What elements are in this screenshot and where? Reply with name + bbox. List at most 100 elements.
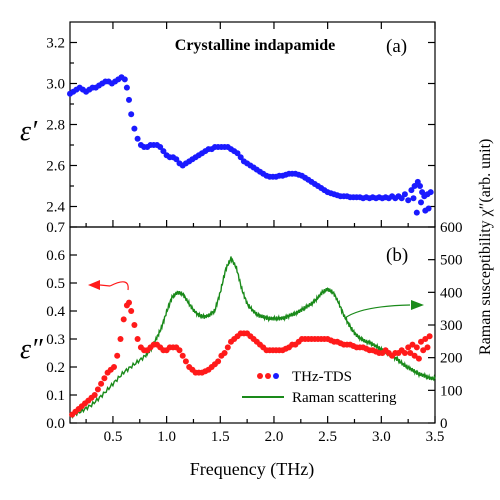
panel-b-thz-point: [114, 352, 121, 359]
panel-b-thz-point: [111, 364, 117, 370]
panel-a-point: [398, 195, 405, 202]
right-axis-arrow: [344, 300, 424, 319]
panel-a-point: [234, 150, 241, 157]
left-axis-arrow: [88, 280, 129, 291]
panel-b-thz-point: [405, 344, 412, 351]
x-axis-label: Frequency (THz): [190, 459, 314, 480]
x-tick-label: 3.5: [426, 429, 445, 445]
panel-b-ytick-label: 0.0: [46, 416, 65, 432]
panel-b-thz-point: [424, 344, 431, 351]
panel-b-thz-point: [128, 308, 135, 314]
panel-a-point: [134, 135, 141, 142]
panel-b-thz-point: [420, 347, 427, 354]
panel-a-point: [157, 144, 164, 150]
panel-a-ytick-label: 2.8: [46, 118, 65, 134]
panel-b-thz-point: [117, 336, 124, 342]
legend-label-raman: Raman scattering: [292, 390, 397, 406]
panel-a-point: [128, 111, 135, 118]
panel-a-ytick-label: 3.2: [46, 36, 65, 52]
panel-b-ytick-label: 0.2: [46, 360, 65, 376]
left-arrow-shaft: [99, 284, 111, 287]
x-tick-label: 1.0: [157, 429, 176, 445]
panel-b-thz-point: [413, 344, 420, 351]
x-tick-label: 0.5: [104, 429, 123, 445]
panel-b-thz-series: [69, 299, 433, 418]
panel-b-thz-point: [131, 322, 138, 328]
panel-a-ytick-label: 2.6: [46, 159, 65, 175]
panel-b-thz-point: [411, 352, 418, 359]
legend-marker-thz-1: [257, 373, 263, 379]
panel-a-point: [126, 96, 132, 103]
raman-line: [69, 256, 436, 419]
panel-b-thz-point: [426, 333, 433, 340]
right-arrow-head: [411, 300, 424, 310]
panel-a-ylabel: ε′: [20, 116, 38, 147]
panel-a-point: [173, 156, 180, 163]
x-tick-label: 1.5: [211, 429, 230, 445]
panel-a-point: [131, 125, 138, 132]
panel-a-point: [411, 183, 418, 189]
panel-b-thz-point: [401, 350, 408, 356]
panel-a-point: [410, 195, 417, 202]
panel-b-thz-point: [134, 336, 141, 342]
panel-b-thz-point: [94, 386, 101, 393]
panel-b-thz-point: [176, 347, 183, 354]
panel-a-point: [418, 199, 424, 206]
panel-a-point: [123, 84, 130, 91]
panel-a-title: Crystalline indapamide: [175, 37, 335, 54]
panel-b-ytick-label: 0.6: [46, 248, 65, 264]
panel-b-y2tick-label: 0: [440, 416, 448, 432]
legend-label-thz: THz-TDS: [292, 369, 352, 385]
panel-a-point: [427, 189, 434, 196]
panel-a-point: [405, 197, 412, 204]
x-tick-label: 3.0: [372, 429, 391, 445]
panel-a-ytick-label: 2.4: [46, 200, 65, 216]
panel-b-thz-point: [407, 350, 414, 356]
panel-a-point: [417, 183, 423, 189]
panel-b-thz-point: [101, 375, 108, 382]
panel-b-y2tick-label: 600: [440, 220, 463, 236]
panel-a-ytick-label: 3.0: [46, 77, 65, 93]
right-arrow-curve: [344, 304, 411, 319]
panel-b-thz-point: [120, 316, 127, 323]
panel-b-thz-point: [182, 358, 189, 365]
panel-b-thz-point: [98, 380, 105, 387]
panel-b-y2tick-label: 400: [440, 285, 463, 301]
ticks-layer: [70, 22, 436, 424]
panel-b-ytick-label: 0.4: [46, 304, 65, 320]
panel-b-y2tick-label: 200: [440, 351, 463, 367]
panel-b-y2tick-label: 500: [440, 253, 463, 269]
panel-a-point: [401, 191, 408, 198]
panel-a-point: [121, 76, 128, 83]
panel-b-raman-series: [69, 256, 436, 419]
panel-b-thz-point: [418, 338, 424, 345]
panel-a-series: [67, 74, 434, 216]
panel-b-y2tick-label: 100: [440, 383, 463, 399]
panel-a-point: [237, 154, 244, 161]
panel-b-thz-point: [91, 392, 98, 398]
panel-a-label: (a): [386, 36, 407, 57]
legend-marker-thz-2: [265, 373, 271, 379]
panel-b-thz-point: [415, 355, 422, 362]
panel-b-ytick-label: 0.1: [46, 388, 65, 404]
panel-b-thz-point: [126, 299, 132, 306]
panel-b-thz-point: [422, 336, 429, 342]
x-tick-label: 2.0: [265, 429, 284, 445]
legend-marker-thz-3: [273, 373, 279, 379]
right-axis-label: Raman susceptibility χ″(arb. unit): [477, 139, 494, 355]
panel-b-ytick-label: 0.3: [46, 332, 65, 348]
panel-a-point: [413, 209, 420, 216]
panel-a-point: [425, 205, 432, 212]
panel-b-thz-point: [224, 344, 231, 351]
panel-b-thz-point: [179, 352, 186, 359]
x-tick-label: 2.5: [318, 429, 337, 445]
tick-labels-layer: 0.5 1.0 1.5 2.0 2.5 3.0 3.5 2.4 2.6 2.8 3.0 3.2 0.0 0…: [46, 36, 462, 446]
panel-a-point: [160, 148, 167, 155]
panel-b-ytick-label: 0.5: [46, 276, 65, 292]
panel-b-y2tick-label: 300: [440, 318, 463, 334]
panel-b-thz-point: [221, 350, 228, 356]
panel-b-ytick-label: 0.7: [46, 220, 65, 236]
left-arrow-head: [88, 280, 100, 290]
panel-b-thz-point: [215, 358, 222, 365]
